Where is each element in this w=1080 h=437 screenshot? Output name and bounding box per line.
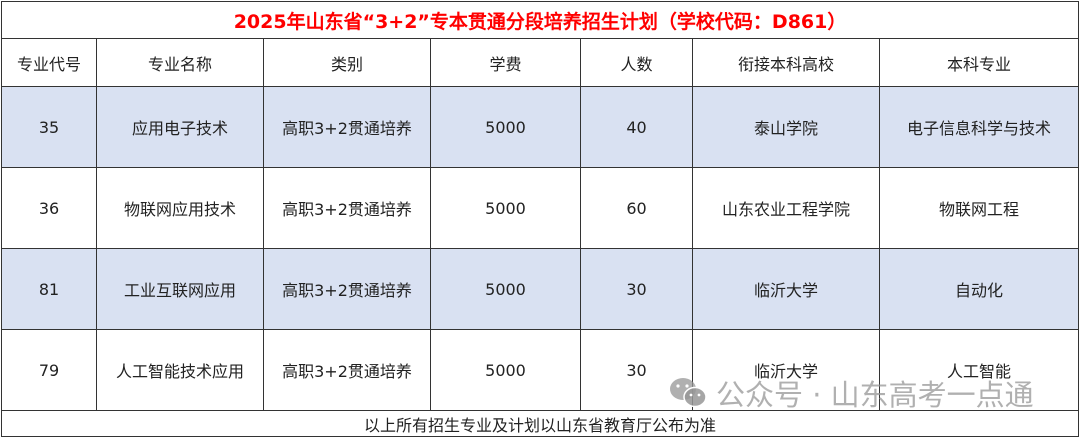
cell: 81 (1, 248, 97, 330)
column-header: 专业代号 (1, 38, 97, 87)
table-title: 2025年山东省“3+2”专本贯通分段培养招生计划（学校代码：D861） (0, 1, 1080, 39)
cell: 泰山学院 (692, 86, 880, 168)
cell: 5000 (430, 86, 581, 168)
column-header: 人数 (580, 38, 693, 87)
cell: 临沂大学 (692, 248, 880, 330)
cell: 工业互联网应用 (96, 248, 264, 330)
cell: 山东农业工程学院 (692, 167, 880, 249)
column-header: 专业名称 (96, 38, 264, 87)
cell: 物联网工程 (878, 167, 1080, 249)
column-header: 衔接本科高校 (692, 38, 880, 87)
footer-note: 以上所有招生专业及计划以山东省教育厅公布为准 (0, 410, 1080, 437)
cell: 36 (1, 167, 97, 249)
cell: 60 (580, 167, 693, 249)
cell: 高职3+2贯通培养 (263, 167, 431, 249)
cell: 高职3+2贯通培养 (263, 329, 431, 411)
cell: 电子信息科学与技术 (878, 86, 1080, 168)
column-header: 类别 (263, 38, 431, 87)
cell: 临沂大学 (692, 329, 880, 411)
table-row: 35 应用电子技术 高职3+2贯通培养 5000 40 泰山学院 电子信息科学与技术 (1, 86, 1080, 168)
cell: 应用电子技术 (96, 86, 264, 168)
cell: 高职3+2贯通培养 (263, 86, 431, 168)
cell: 5000 (430, 248, 581, 330)
table-row: 36 物联网应用技术 高职3+2贯通培养 5000 60 山东农业工程学院 物联网工程 (1, 167, 1080, 249)
cell: 79 (1, 329, 97, 411)
cell: 自动化 (878, 248, 1080, 330)
cell: 40 (580, 86, 693, 168)
cell: 5000 (430, 167, 581, 249)
cell: 35 (1, 86, 97, 168)
cell: 人工智能 (878, 329, 1080, 411)
cell: 人工智能技术应用 (96, 329, 264, 411)
cell: 30 (580, 248, 693, 330)
cell: 5000 (430, 329, 581, 411)
cell: 高职3+2贯通培养 (263, 248, 431, 330)
table-row: 79 人工智能技术应用 高职3+2贯通培养 5000 30 临沂大学 人工智能 (1, 329, 1080, 411)
cell: 30 (580, 329, 693, 411)
table-row: 81 工业互联网应用 高职3+2贯通培养 5000 30 临沂大学 自动化 (1, 248, 1080, 330)
cell: 物联网应用技术 (96, 167, 264, 249)
column-header: 本科专业 (878, 38, 1080, 87)
column-header: 学费 (430, 38, 581, 87)
header-row: 专业代号 专业名称 类别 学费 人数 衔接本科高校 本科专业 (1, 38, 1080, 87)
